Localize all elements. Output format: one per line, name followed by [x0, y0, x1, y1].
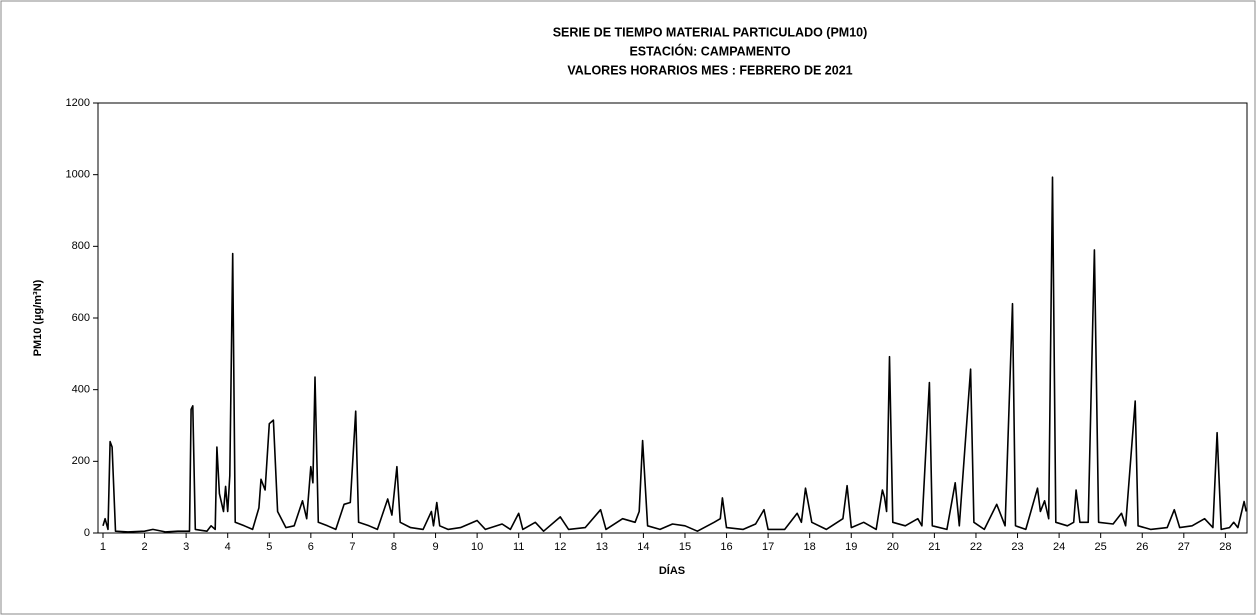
y-tick-label: 1200 [66, 97, 90, 109]
x-tick-label: 5 [266, 541, 272, 553]
chart-title: SERIE DE TIEMPO MATERIAL PARTICULADO (PM… [553, 25, 868, 39]
x-tick-label: 3 [183, 541, 189, 553]
x-tick-label: 1 [100, 541, 106, 553]
x-tick-label: 21 [928, 541, 940, 553]
x-tick-label: 20 [887, 541, 899, 553]
data-line [102, 176, 1247, 533]
x-tick-label: 4 [225, 541, 231, 553]
x-tick-label: 7 [349, 541, 355, 553]
x-tick-label: 18 [804, 541, 816, 553]
x-tick-label: 17 [762, 541, 774, 553]
x-tick-label: 28 [1219, 541, 1231, 553]
y-tick-label: 800 [72, 240, 90, 252]
y-tick-label: 600 [72, 312, 90, 324]
x-tick-label: 14 [637, 541, 649, 553]
x-tick-label: 27 [1178, 541, 1190, 553]
x-tick-label: 22 [970, 541, 982, 553]
chart-title: ESTACIÓN: CAMPAMENTO [629, 43, 790, 58]
y-tick-label: 0 [84, 527, 90, 539]
x-tick-label: 6 [308, 541, 314, 553]
x-tick-label: 13 [596, 541, 608, 553]
x-tick-label: 2 [141, 541, 147, 553]
y-axis-label: PM10 (µg/m³N) [32, 279, 44, 356]
chart-title: VALORES HORARIOS MES : FEBRERO DE 2021 [567, 63, 852, 77]
x-tick-label: 24 [1053, 541, 1065, 553]
x-tick-label: 19 [845, 541, 857, 553]
x-tick-label: 23 [1011, 541, 1023, 553]
y-tick-label: 1000 [66, 169, 90, 181]
x-tick-label: 15 [679, 541, 691, 553]
x-axis-label: DÍAS [659, 564, 685, 577]
x-tick-label: 26 [1136, 541, 1148, 553]
x-tick-label: 12 [554, 541, 566, 553]
x-tick-label: 8 [391, 541, 397, 553]
x-tick-label: 10 [471, 541, 483, 553]
x-tick-label: 16 [720, 541, 732, 553]
x-tick-label: 9 [432, 541, 438, 553]
x-tick-label: 11 [513, 541, 524, 553]
y-tick-label: 200 [72, 455, 90, 467]
x-tick-label: 25 [1095, 541, 1107, 553]
y-tick-label: 400 [72, 384, 90, 396]
